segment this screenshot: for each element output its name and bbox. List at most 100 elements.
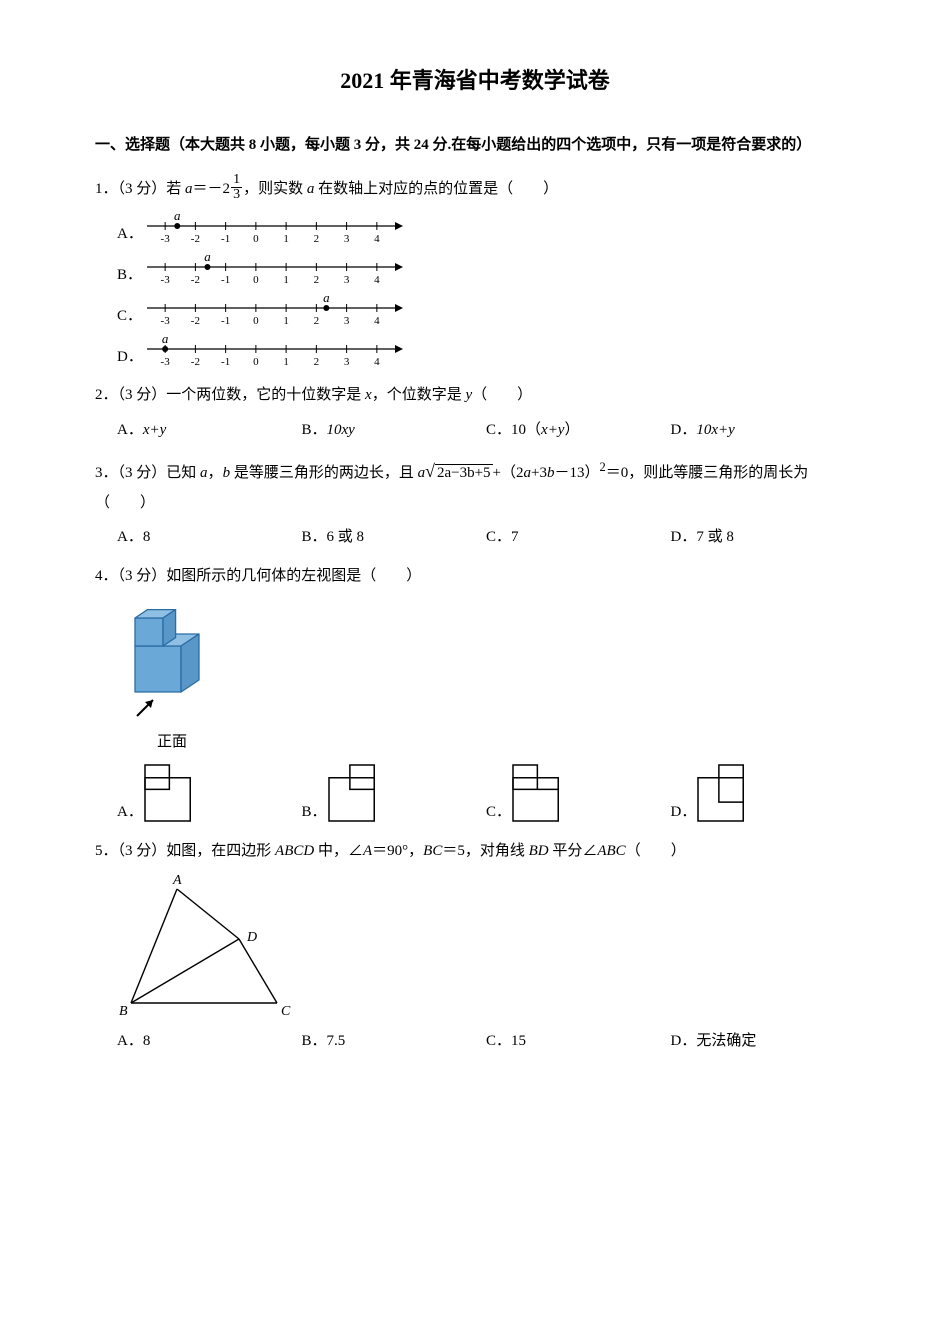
q2-t3: （ ） <box>472 387 532 403</box>
svg-text:2: 2 <box>314 233 320 245</box>
question-3: 3．（3 分）已知 a，b 是等腰三角形的两边长，且 a√2a−3b+5+（2a… <box>95 454 855 551</box>
svg-text:a: a <box>174 212 181 223</box>
q5-eq90: ＝90°， <box>372 843 423 859</box>
q2-t2: ，个位数字是 <box>372 387 466 403</box>
q5-figure: ABCD <box>117 871 855 1021</box>
q3-stem: 3．（3 分）已知 a，b 是等腰三角形的两边长，且 a√2a−3b+5+（2a… <box>95 454 855 517</box>
q4-front-label: 正面 <box>117 728 227 757</box>
q4-points: （3 分） <box>118 568 167 584</box>
q1-frac: 13 <box>231 173 242 202</box>
svg-text:4: 4 <box>374 233 380 245</box>
q3-a3: a <box>524 465 532 481</box>
q5-ABC: ABC <box>597 843 625 859</box>
svg-text:-2: -2 <box>191 233 200 245</box>
q2-options: A．x+y B．10xy C．10（x+y） D．10x+y <box>117 416 855 445</box>
svg-text:1: 1 <box>283 274 289 286</box>
q1-t3: 在数轴上对应的点的位置是（ ） <box>314 181 558 197</box>
q5-opt-a: A．8 <box>117 1027 302 1056</box>
q1-t2: ，则实数 <box>243 181 307 197</box>
svg-text:-2: -2 <box>191 356 200 368</box>
q2-a-val: x+y <box>143 422 166 438</box>
q5-d-v: 无法确定 <box>696 1033 756 1049</box>
svg-text:1: 1 <box>283 315 289 327</box>
q5-eq5: ＝5，对角线 <box>442 843 528 859</box>
q4-solid: 正面 <box>117 596 855 757</box>
q3-a: a <box>200 465 208 481</box>
q2-d-val: 10x+y <box>696 422 734 438</box>
svg-text:3: 3 <box>344 233 350 245</box>
svg-text:3: 3 <box>344 315 350 327</box>
q2-c-val: x+y <box>541 422 564 438</box>
q3-b-v: 6 或 8 <box>327 529 365 545</box>
q5-opt-d: D．无法确定 <box>671 1027 856 1056</box>
svg-text:-2: -2 <box>191 315 200 327</box>
q5-BD: BD <box>529 843 549 859</box>
q5-a-v: 8 <box>143 1033 151 1049</box>
q3-d-lbl: D． <box>671 529 697 545</box>
q4-c-lbl: C． <box>486 798 511 827</box>
q2-opt-b: B．10xy <box>302 416 487 445</box>
q3-tail: －13） <box>554 465 599 481</box>
q1-var-a: a <box>185 181 193 197</box>
q5-a-lbl: A． <box>117 1033 143 1049</box>
q2-b-lbl: B． <box>302 422 327 438</box>
page-title: 2021 年青海省中考数学试卷 <box>95 60 855 102</box>
svg-text:A: A <box>172 873 182 888</box>
q1-frac-n: 1 <box>231 173 242 188</box>
question-2: 2．（3 分）一个两位数，它的十位数字是 x，个位数字是 y（ ） A．x+y … <box>95 381 855 444</box>
svg-text:-1: -1 <box>221 356 230 368</box>
sqrt-icon: √ <box>425 461 435 481</box>
q5-stem: 5．（3 分）如图，在四边形 ABCD 中，∠A＝90°，BC＝5，对角线 BD… <box>95 837 855 866</box>
q3-c-lbl: C． <box>486 529 511 545</box>
q4-opt-a: A． <box>117 763 302 827</box>
q1-frac-d: 3 <box>231 188 242 202</box>
svg-text:4: 4 <box>374 274 380 286</box>
q1-opt-c: C． -3-2-101234a <box>117 292 855 330</box>
q1-a-label: A． <box>117 220 145 249</box>
svg-text:a: a <box>323 294 330 305</box>
q2-t1: 一个两位数，它的十位数字是 <box>166 387 365 403</box>
q3-opt-d: D．7 或 8 <box>671 523 856 552</box>
q2-opt-a: A．x+y <box>117 416 302 445</box>
svg-text:-3: -3 <box>161 315 171 327</box>
svg-text:1: 1 <box>283 233 289 245</box>
q3-b-lbl: B． <box>302 529 327 545</box>
q1-eq: ＝－2 <box>193 181 231 197</box>
svg-text:B: B <box>119 1004 128 1019</box>
q2-d-lbl: D． <box>671 422 697 438</box>
q1-a-numline: -3-2-101234a <box>145 210 405 248</box>
q2-c-lbl: C． <box>486 422 511 438</box>
q1-opt-a: A． -3-2-101234a <box>117 210 855 248</box>
svg-text:4: 4 <box>374 315 380 327</box>
question-5: 5．（3 分）如图，在四边形 ABCD 中，∠A＝90°，BC＝5，对角线 BD… <box>95 837 855 1056</box>
q5-c-lbl: C． <box>486 1033 511 1049</box>
svg-text:a: a <box>204 253 211 264</box>
q3-opt-b: B．6 或 8 <box>302 523 487 552</box>
q4-opt-b: B． <box>302 763 487 827</box>
q1-stem: 1．（3 分）若 a＝－213，则实数 a 在数轴上对应的点的位置是（ ） <box>95 175 855 204</box>
svg-text:4: 4 <box>374 356 380 368</box>
q3-options: A．8 B．6 或 8 C．7 D．7 或 8 <box>117 523 855 552</box>
q1-d-label: D． <box>117 343 145 372</box>
svg-text:3: 3 <box>344 356 350 368</box>
q1-b-numline: -3-2-101234a <box>145 251 405 289</box>
q1-c-numline: -3-2-101234a <box>145 292 405 330</box>
q5-opt-b: B．7.5 <box>302 1027 487 1056</box>
svg-text:1: 1 <box>283 356 289 368</box>
q4-t1: 如图所示的几何体的左视图是（ ） <box>166 568 421 584</box>
q1-b-label: B． <box>117 261 145 290</box>
q4-opt-c: C． <box>486 763 671 827</box>
svg-text:-2: -2 <box>191 274 200 286</box>
q3-t1: 已知 <box>166 465 200 481</box>
svg-text:C: C <box>281 1004 291 1019</box>
q4-options: A． B． C． D． <box>117 763 855 827</box>
q3-c1: ， <box>208 465 223 481</box>
svg-text:-3: -3 <box>161 274 171 286</box>
q1-points: （3 分） <box>118 181 167 197</box>
q4-b-lbl: B． <box>302 798 327 827</box>
q5-options: A．8 B．7.5 C．15 D．无法确定 <box>117 1027 855 1056</box>
q1-opt-d: D． -3-2-101234a <box>117 333 855 371</box>
svg-text:a: a <box>162 335 169 346</box>
q2-points: （3 分） <box>118 387 167 403</box>
q5-A: A <box>363 843 372 859</box>
